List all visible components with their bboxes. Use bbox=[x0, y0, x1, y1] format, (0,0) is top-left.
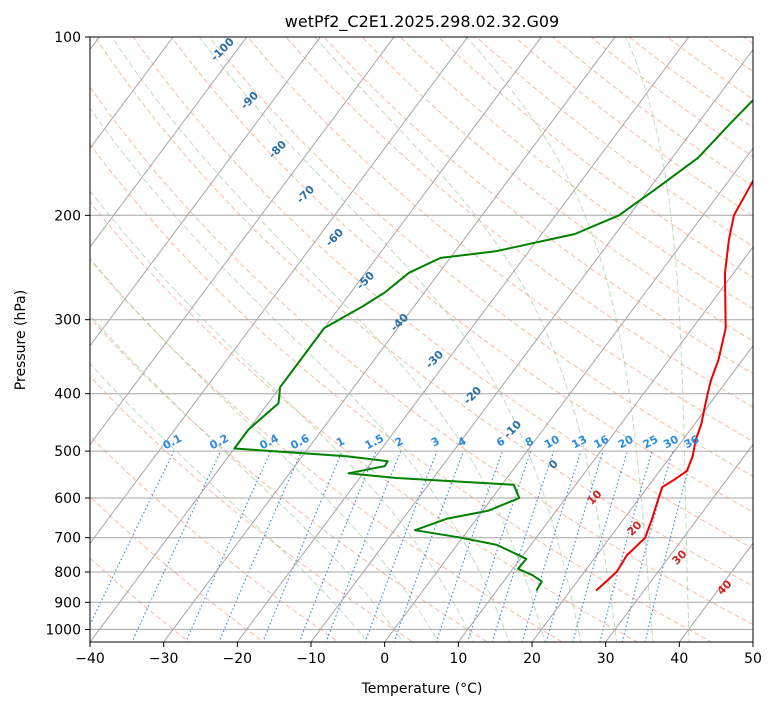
isotherm-line bbox=[90, 37, 248, 248]
x-axis: −40 −30 −20 −10 0 10 20 30 40 50 bbox=[75, 642, 762, 667]
mixing-ratio-label: 25 bbox=[641, 433, 661, 452]
dry-adiabat-line bbox=[90, 375, 414, 642]
moist-adiabat-line bbox=[198, 37, 582, 642]
isotherm-line bbox=[605, 443, 753, 642]
y-tick-label: 1000 bbox=[45, 622, 81, 638]
dry-adiabat-line bbox=[285, 37, 753, 408]
moist-adiabats bbox=[90, 37, 690, 642]
temperature-trace bbox=[595, 178, 753, 592]
y-axis-title: Pressure (hPa) bbox=[13, 290, 29, 390]
x-tick-label: 40 bbox=[670, 651, 688, 667]
x-tick-label: 30 bbox=[597, 651, 615, 667]
x-axis-title: Temperature (°C) bbox=[361, 681, 483, 697]
moist-adiabat-line bbox=[111, 37, 546, 642]
dry-adiabat-line bbox=[94, 37, 753, 587]
dry-adiabat-line bbox=[90, 201, 639, 642]
moist-adiabat-line bbox=[466, 37, 654, 642]
y-axis: 1000 900 800 700 600 500 400 300 200 100 bbox=[45, 30, 90, 638]
plot-area: -100-90-80-70-60-50-40-30-20-10010203040… bbox=[90, 37, 753, 642]
y-tick-label: 600 bbox=[54, 491, 81, 507]
dry-adiabat-line bbox=[90, 143, 713, 642]
chart-title: wetPf2_C2E1.2025.298.02.32.G09 bbox=[285, 12, 559, 32]
mixing-ratio-label: 20 bbox=[616, 433, 636, 452]
sounding-series bbox=[233, 98, 753, 592]
moist-adiabat-line bbox=[90, 190, 475, 642]
y-tick-label: 200 bbox=[54, 208, 81, 224]
isotherm-line bbox=[90, 37, 469, 545]
isotherm-line bbox=[90, 37, 321, 347]
dewpoint-trace bbox=[233, 98, 753, 592]
y-tick-label: 300 bbox=[54, 313, 81, 329]
y-tick-label: 400 bbox=[54, 387, 81, 403]
isotherm-line bbox=[384, 147, 753, 642]
dry-adiabat-line bbox=[246, 37, 753, 443]
isotherm-line bbox=[163, 37, 616, 642]
isotherm-line bbox=[678, 542, 753, 642]
y-tick-label: 700 bbox=[54, 531, 81, 547]
dry-adiabat-line bbox=[208, 37, 753, 477]
moist-adiabat-line bbox=[625, 37, 690, 642]
mixing-ratio-label: 10 bbox=[542, 433, 562, 452]
isotherm-line bbox=[236, 37, 690, 642]
moist-adiabat-line bbox=[90, 363, 369, 642]
dry-adiabat-line bbox=[90, 557, 190, 642]
dry-adiabats bbox=[90, 37, 753, 642]
y-tick-label: 900 bbox=[54, 595, 81, 611]
dry-adiabat-line bbox=[399, 37, 753, 310]
moist-adiabat-line bbox=[314, 37, 618, 642]
isobars bbox=[90, 37, 753, 630]
y-tick-label: 500 bbox=[54, 444, 81, 460]
moist-adiabat-line bbox=[90, 314, 404, 642]
isotherm-line bbox=[457, 246, 753, 642]
dry-adiabat-line bbox=[90, 316, 489, 642]
x-tick-label: 50 bbox=[744, 651, 762, 667]
moist-adiabat-line bbox=[90, 107, 510, 642]
plot-frame bbox=[89, 36, 754, 643]
dry-adiabat-line bbox=[170, 37, 753, 513]
x-tick-label: −40 bbox=[75, 651, 105, 667]
mixing-ratio-label: 16 bbox=[592, 433, 612, 452]
dry-adiabat-line bbox=[90, 86, 753, 626]
moist-adiabat-line bbox=[90, 257, 440, 642]
x-tick-label: 10 bbox=[449, 651, 467, 667]
dry-adiabat-line bbox=[90, 435, 340, 642]
isotherm-line bbox=[90, 37, 174, 150]
isotherm-line bbox=[90, 37, 395, 446]
x-tick-label: 0 bbox=[380, 651, 389, 667]
x-tick-label: −20 bbox=[223, 651, 253, 667]
dry-adiabat-line bbox=[132, 37, 753, 550]
y-tick-label: 800 bbox=[54, 565, 81, 581]
y-tick-label: 100 bbox=[54, 30, 81, 46]
x-tick-label: −10 bbox=[296, 651, 326, 667]
isotherm-line bbox=[310, 48, 753, 642]
x-tick-label: −30 bbox=[149, 651, 179, 667]
mixing-ratio-label: 30 bbox=[661, 433, 681, 452]
dry-adiabat-line bbox=[90, 258, 564, 642]
isotherm-line bbox=[531, 344, 753, 642]
x-tick-label: 20 bbox=[523, 651, 541, 667]
mixing-ratio-label: 36 bbox=[682, 433, 702, 452]
mixing-ratio-label: 13 bbox=[570, 433, 590, 452]
